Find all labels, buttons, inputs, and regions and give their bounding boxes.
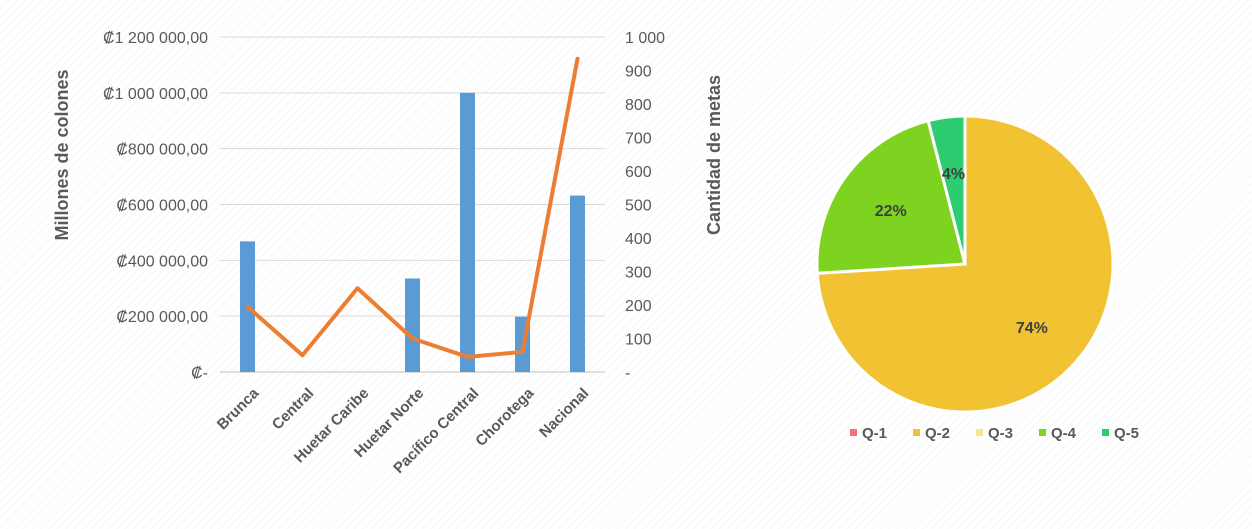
legend-swatch [850,429,857,436]
pie-slice [815,118,967,275]
pie-slice [926,114,967,265]
pie-data-label: 74% [1016,320,1048,337]
right-axis-tick-label: 400 [625,231,652,248]
pie-chart-svg: 74% 22% 4% Q-1 Q-2 Q-3 Q-4 Q-5 [815,114,1139,442]
combo-chart-svg: ₡- ₡200 000,00 ₡400 000,00 ₡600 000,00 ₡800 … [52,30,724,477]
legend-label: Q-1 [862,425,887,442]
left-axis-tick-label: ₡600 000,00 [116,198,208,215]
right-axis-tick-label: 1 000 [625,30,665,47]
left-axis-tick-label: ₡400 000,00 [116,253,208,270]
legend-label: Q-4 [1051,425,1077,442]
bar [405,278,420,372]
legend-label: Q-3 [988,425,1013,442]
right-axis-tick-label: 300 [625,265,652,282]
left-axis-tick-label: ₡1 000 000,00 [103,86,208,103]
left-axis-title: Millones de colones [52,69,72,240]
left-axis-tick-label: ₡1 200 000,00 [103,30,208,47]
legend-swatch [1102,429,1109,436]
legend-swatch [976,429,983,436]
right-axis-tick-label: 200 [625,298,652,315]
x-category-label: Nacional [536,385,592,441]
right-axis-tick-label: 100 [625,332,652,349]
legend-label: Q-2 [925,425,950,442]
legend-swatch [913,429,920,436]
right-axis-title: Cantidad de metas [704,75,724,235]
line-series [245,56,580,359]
left-axis-tick-label: ₡200 000,00 [116,309,208,326]
right-axis-tick-label: 600 [625,164,652,181]
left-axis-tick-label: ₡- [191,365,208,382]
x-category-label: Chorotega [472,384,538,450]
bar [460,92,475,372]
pie-data-label: 22% [875,203,907,220]
right-axis-tick-label: 800 [625,97,652,114]
bar [570,195,585,372]
combo-chart: ₡- ₡200 000,00 ₡400 000,00 ₡600 000,00 ₡800 … [40,10,740,510]
pie-data-label: 4% [942,166,965,183]
x-category-label: Central [269,385,318,434]
x-category-label: Brunca [214,384,263,433]
pie-chart: 74% 22% 4% Q-1 Q-2 Q-3 Q-4 Q-5 [760,10,1240,510]
legend-label: Q-5 [1114,425,1139,442]
legend-swatch [1039,429,1046,436]
right-axis-tick-label: - [625,365,630,382]
right-axis-tick-label: 500 [625,198,652,215]
left-axis-tick-label: ₡800 000,00 [116,142,208,159]
right-axis-tick-label: 900 [625,64,652,81]
right-axis-tick-label: 700 [625,131,652,148]
